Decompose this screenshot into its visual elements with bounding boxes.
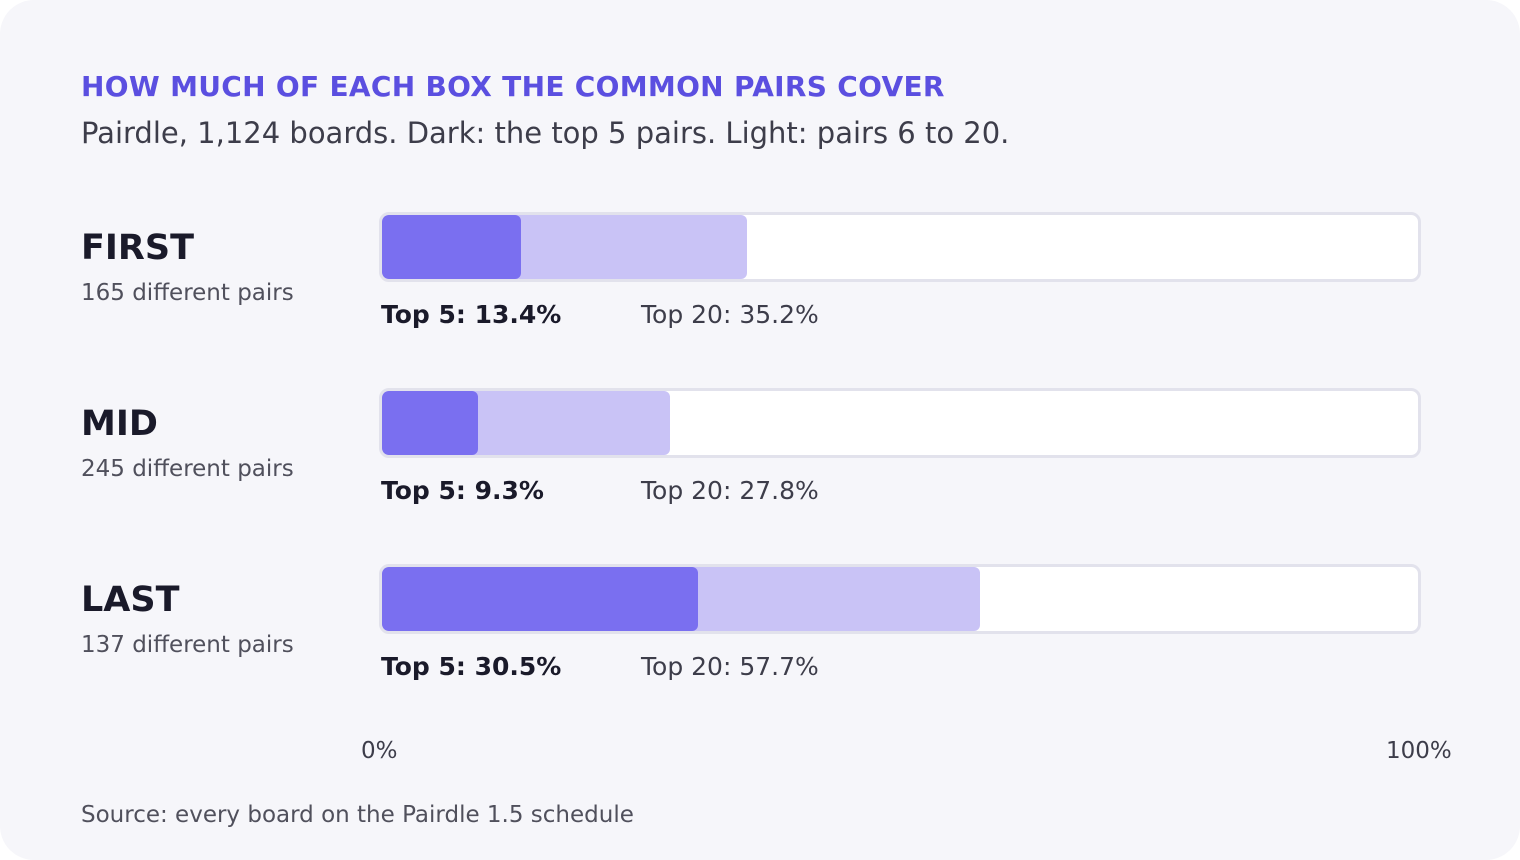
category-label: FIRST — [81, 228, 194, 268]
category-note: 245 different pairs — [81, 456, 294, 482]
bar-top5 — [382, 215, 521, 279]
category-label: LAST — [81, 580, 180, 620]
bar-track — [379, 388, 1421, 458]
bar-top5 — [382, 391, 479, 455]
chart-subtitle: Pairdle, 1,124 boards. Dark: the top 5 p… — [81, 116, 1010, 150]
category-note: 165 different pairs — [81, 280, 294, 306]
chart-title: HOW MUCH OF EACH BOX THE COMMON PAIRS CO… — [81, 70, 945, 103]
value-label-top5: Top 5: 30.5% — [381, 652, 562, 681]
axis-min-label: 0% — [361, 738, 398, 764]
bar-top5 — [382, 567, 698, 631]
bar-track — [379, 212, 1421, 282]
category-label: MID — [81, 404, 158, 444]
value-label-top20: Top 20: 35.2% — [641, 300, 819, 329]
bar-row-last: LAST 137 different pairs Top 5: 30.5% To… — [0, 564, 1520, 714]
category-note: 137 different pairs — [81, 632, 294, 658]
value-label-top5: Top 5: 9.3% — [381, 476, 544, 505]
source-note: Source: every board on the Pairdle 1.5 s… — [81, 802, 634, 828]
value-label-top20: Top 20: 57.7% — [641, 652, 819, 681]
value-label-top5: Top 5: 13.4% — [381, 300, 562, 329]
bar-track — [379, 564, 1421, 634]
bar-row-mid: MID 245 different pairs Top 5: 9.3% Top … — [0, 388, 1520, 538]
bar-row-first: FIRST 165 different pairs Top 5: 13.4% T… — [0, 212, 1520, 362]
axis-max-label: 100% — [1386, 738, 1452, 764]
value-label-top20: Top 20: 27.8% — [641, 476, 819, 505]
